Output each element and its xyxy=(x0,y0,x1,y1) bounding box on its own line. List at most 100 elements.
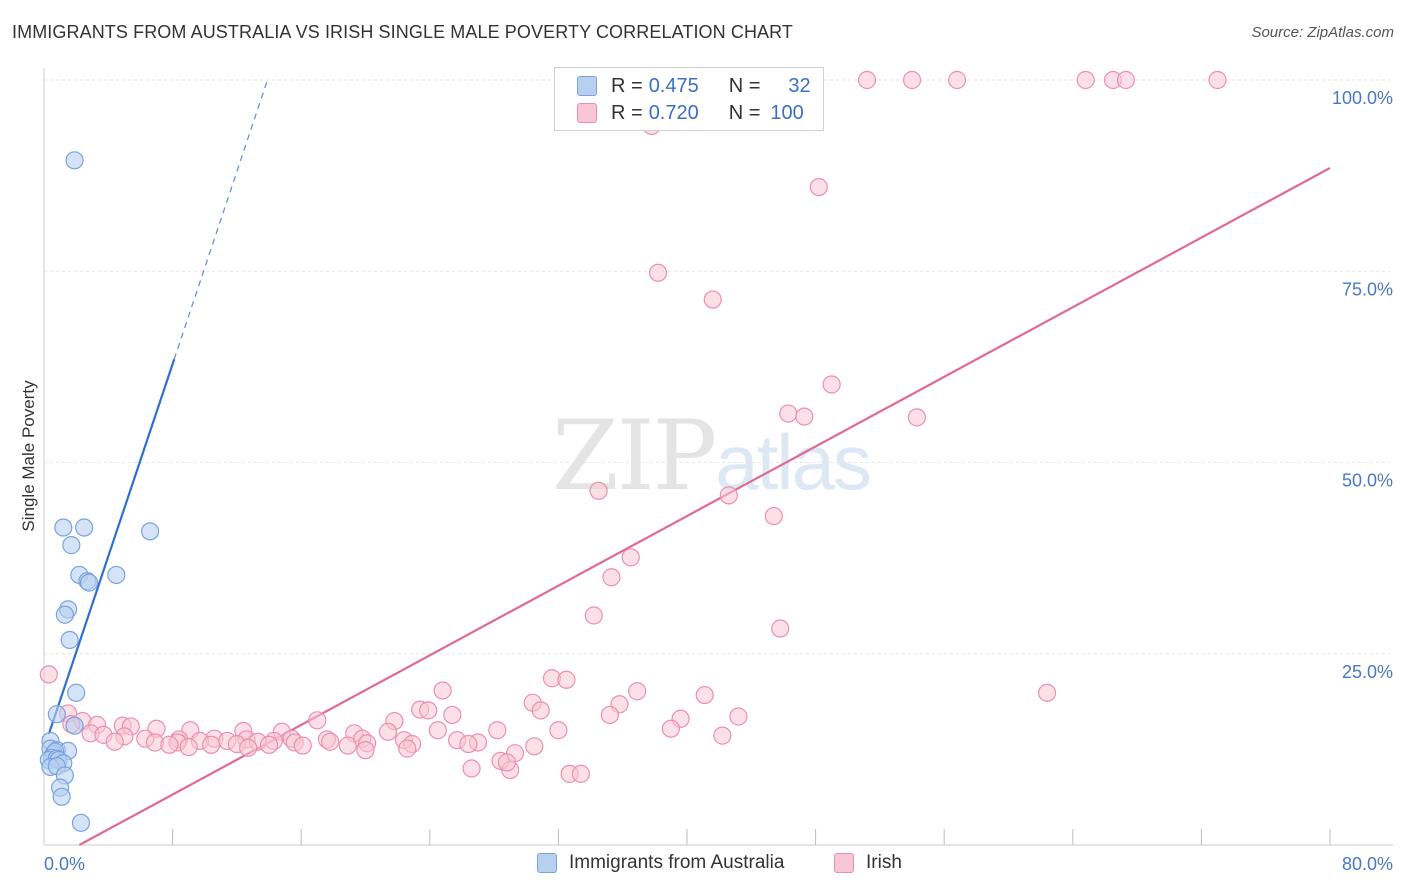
y-axis-label: Single Male Poverty xyxy=(19,380,38,532)
legend-item-australia[interactable]: Immigrants from Australia xyxy=(537,852,784,874)
irish-point xyxy=(433,681,452,700)
irish-point xyxy=(419,701,438,720)
australia-point xyxy=(60,630,79,650)
legend-swatch-blue xyxy=(577,76,597,96)
irish-point xyxy=(809,178,828,197)
y-tick-label: 50.0% xyxy=(1342,471,1393,491)
irish-point xyxy=(378,722,398,741)
australia-point xyxy=(71,813,91,832)
irish-point xyxy=(531,701,550,720)
australia-point xyxy=(47,705,66,724)
chart-title: IMMIGRANTS FROM AUSTRALIA VS IRISH SINGL… xyxy=(12,22,794,42)
irish-point xyxy=(239,738,258,757)
irish-point xyxy=(584,606,603,625)
x-tick-label-max: 80.0% xyxy=(1342,854,1393,874)
irish-point xyxy=(39,665,58,684)
legend-n-label: N = xyxy=(728,74,761,97)
legend-n-value: 100 xyxy=(770,101,804,124)
irish-point xyxy=(293,736,312,755)
series-legend: Immigrants from Australia Irish xyxy=(0,852,1406,878)
legend-swatch-pink xyxy=(577,103,597,123)
australia-trend-extension xyxy=(173,79,269,360)
irish-point xyxy=(771,619,790,638)
irish-point xyxy=(1116,70,1135,90)
australia-trend-line xyxy=(47,358,176,735)
irish-point xyxy=(729,707,748,726)
y-tick-label: 75.0% xyxy=(1342,279,1393,299)
irish-point xyxy=(202,735,221,754)
source-label: Source: ZipAtlas.com xyxy=(1251,24,1394,41)
grid-lines xyxy=(44,79,1390,655)
irish-point xyxy=(589,481,608,500)
legend-item-irish[interactable]: Irish xyxy=(834,852,902,874)
irish-point xyxy=(719,486,738,505)
legend-r-label: R = xyxy=(611,74,643,97)
legend-r-value: 0.475 xyxy=(648,74,699,97)
legend-r-value: 0.720 xyxy=(648,101,699,124)
legend-n-value: 32 xyxy=(788,74,811,97)
irish-point xyxy=(462,759,481,778)
irish-point xyxy=(557,670,576,689)
y-tick-label: 100.0% xyxy=(1332,88,1393,108)
irish-point xyxy=(600,705,619,725)
irish-point xyxy=(713,726,732,745)
axes xyxy=(43,68,1393,846)
irish-point xyxy=(338,736,357,755)
irish-point xyxy=(105,732,124,751)
irish-point xyxy=(628,682,647,701)
irish-point xyxy=(779,404,798,423)
irish-point xyxy=(947,70,967,90)
legend-row-australia: R = 0.475 N = 32 xyxy=(577,73,811,99)
australia-point xyxy=(67,683,86,702)
irish-point xyxy=(443,705,462,725)
legend-item-label: Irish xyxy=(866,852,902,873)
australia-point xyxy=(107,565,126,585)
y-tick-label: 25.0% xyxy=(1342,662,1393,682)
x-tick-label-min: 0.0% xyxy=(44,854,85,874)
irish-point xyxy=(398,739,417,758)
irish-point xyxy=(795,407,814,426)
irish-point xyxy=(549,721,568,740)
irish-point xyxy=(907,408,926,427)
irish-point xyxy=(488,721,507,740)
australia-point xyxy=(55,605,74,624)
irish-point xyxy=(695,685,714,705)
irish-point xyxy=(571,764,591,783)
legend-r-label: R = xyxy=(611,101,643,124)
irish-point xyxy=(259,735,279,754)
irish-point xyxy=(179,737,198,757)
legend-row-irish: R = 0.720 N = 100 xyxy=(577,100,804,126)
australia-point xyxy=(54,518,73,537)
irish-point xyxy=(621,548,640,567)
irish-point xyxy=(459,734,478,754)
irish-point xyxy=(321,732,340,751)
irish-point xyxy=(1076,70,1095,90)
correlation-legend: R = 0.475 N = 32 R = 0.720 N = 100 xyxy=(554,67,824,131)
irish-point xyxy=(602,568,621,587)
australia-point xyxy=(75,518,94,537)
watermark: ZIPatlas xyxy=(552,400,872,512)
irish-point xyxy=(356,741,375,760)
legend-swatch-pink xyxy=(834,853,854,873)
irish-point xyxy=(661,719,681,738)
irish-point xyxy=(857,70,877,90)
irish-point xyxy=(902,70,922,90)
irish-points xyxy=(39,70,1227,783)
irish-point xyxy=(160,735,179,754)
irish-point xyxy=(428,721,447,740)
watermark-zip: ZIP xyxy=(552,400,717,512)
irish-point xyxy=(1208,70,1227,90)
irish-point xyxy=(1037,683,1057,702)
axis-labels: 25.0% 50.0% 75.0% 100.0% 0.0% 80.0% Single Mal… xyxy=(19,88,1393,874)
legend-item-label: Immigrants from Australia xyxy=(569,852,785,873)
legend-swatch-blue xyxy=(537,853,557,873)
legend-n-label: N = xyxy=(728,101,761,124)
irish-point xyxy=(648,263,668,282)
australia-points xyxy=(39,151,160,832)
irish-point xyxy=(703,290,722,309)
irish-point xyxy=(308,711,327,730)
irish-point xyxy=(764,506,783,526)
australia-point xyxy=(65,151,84,170)
australia-point xyxy=(140,522,160,541)
